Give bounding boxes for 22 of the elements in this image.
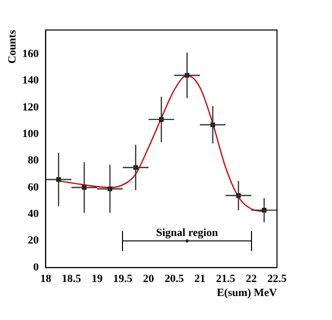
y-tick-label: 100 (22, 128, 40, 140)
y-tick-label: 40 (28, 208, 40, 220)
x-tick-label: 22 (246, 273, 258, 286)
y-tick-label: 60 (28, 181, 40, 194)
x-tick-label: 20 (143, 273, 154, 286)
y-tick-label: 0 (33, 261, 40, 274)
annotation: Signal region (156, 227, 218, 240)
x-tick-label: 18 (40, 273, 52, 286)
x-tick-label: 18.5 (62, 273, 82, 286)
x-tick-label: 21.5 (216, 273, 236, 286)
y-tick-label: 80 (28, 154, 40, 167)
x-tick-label: 19 (92, 273, 104, 286)
y-tick-label: 20 (28, 234, 40, 247)
x-tick-label: 22.5 (267, 273, 288, 286)
x-tick-label: 21 (194, 273, 206, 286)
y-tick-label: 160 (22, 48, 40, 60)
y-tick-label: 120 (22, 101, 40, 114)
x-axis-title: E(sum) MeV (216, 287, 278, 300)
x-tick-label: 19.5 (113, 273, 133, 286)
y-tick-label: 140 (22, 74, 40, 87)
x-tick-label: 20.5 (164, 273, 184, 286)
y-axis-title: Counts (6, 29, 18, 64)
